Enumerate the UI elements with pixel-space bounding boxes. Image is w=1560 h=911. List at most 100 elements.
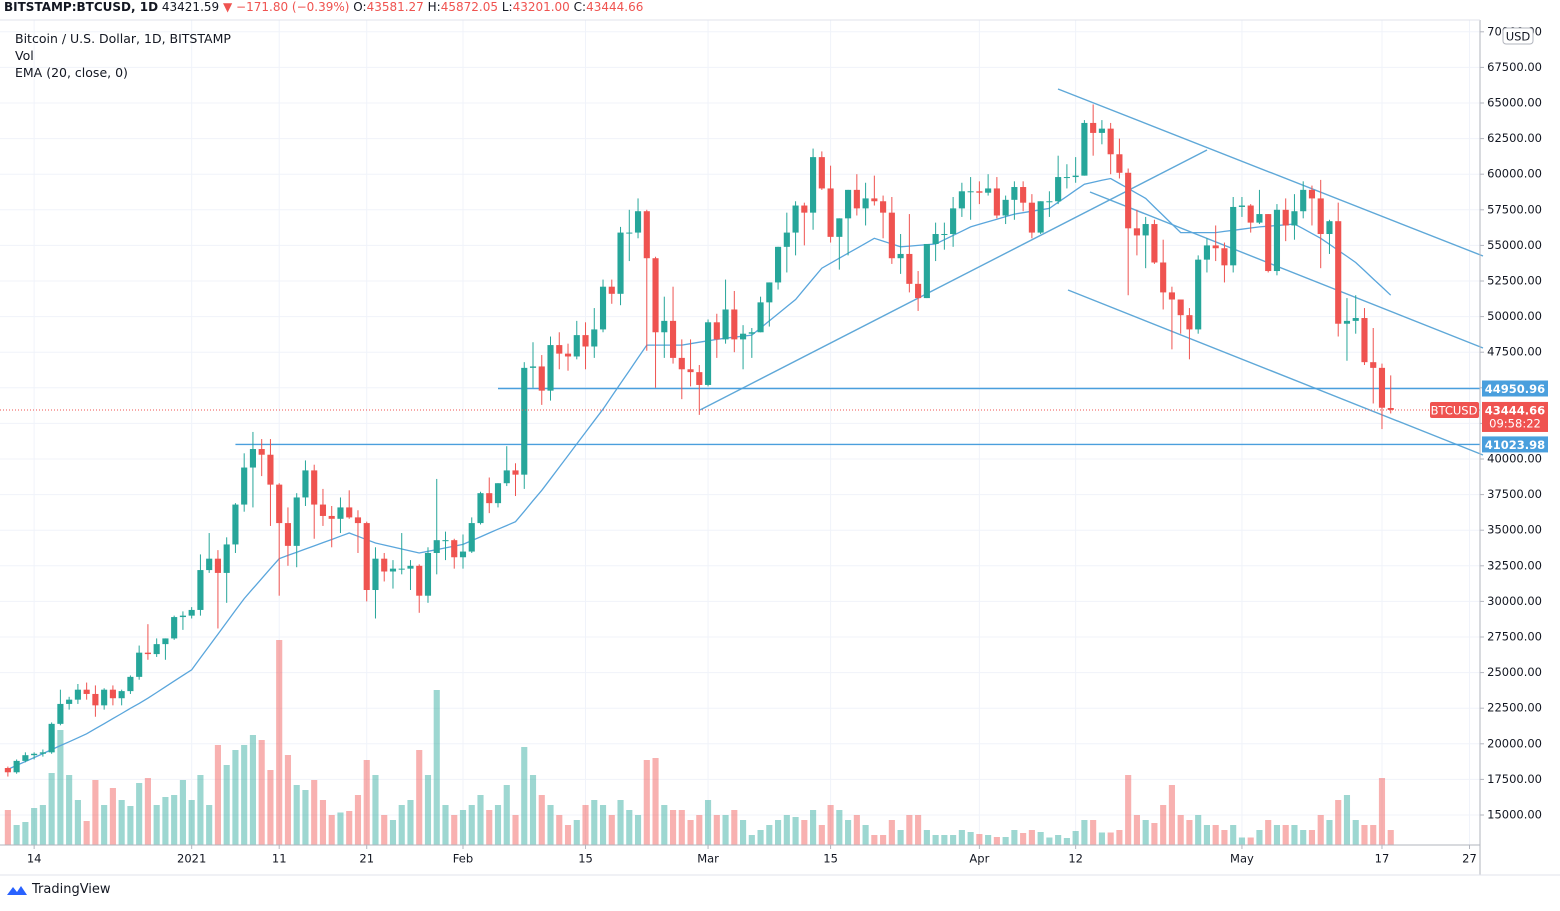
legend-volume[interactable]: Vol: [15, 48, 34, 63]
candle-body: [1081, 122, 1088, 176]
volume-pane: [4, 640, 1394, 845]
symbol-label-bg: [1430, 401, 1479, 418]
volume-bar: [1256, 830, 1263, 845]
candle-body: [214, 558, 221, 573]
volume-bar: [92, 780, 99, 845]
volume-bar: [661, 805, 668, 845]
brand[interactable]: TradingView: [6, 882, 111, 897]
candle-body: [153, 644, 160, 655]
candle-body: [1335, 221, 1342, 324]
candle-body: [1343, 320, 1351, 324]
volume-bar: [687, 820, 694, 845]
candle-body: [950, 208, 957, 235]
y-tick-label: 55000.00: [1487, 238, 1542, 252]
candle-body: [783, 232, 790, 247]
trend-line[interactable]: [1089, 191, 1484, 349]
candle-body: [363, 523, 370, 591]
y-tick-label: 37500.00: [1487, 487, 1542, 501]
candle-body: [661, 320, 668, 333]
candle-body: [1098, 128, 1105, 133]
candle-body: [1063, 177, 1070, 179]
candle-body: [591, 329, 598, 347]
legend-ema[interactable]: EMA (20, close, 0): [15, 65, 128, 80]
candle-body: [845, 189, 852, 219]
volume-bar: [1046, 837, 1053, 845]
candle-body: [424, 552, 432, 596]
candle-body: [888, 212, 895, 259]
candle-body: [267, 454, 274, 485]
x-tick-label: 15: [823, 852, 838, 866]
volume-bar: [845, 820, 852, 845]
volume-bar: [1168, 785, 1175, 845]
candle-body: [337, 507, 344, 519]
x-tick-label: 15: [578, 852, 593, 866]
close-label: C:: [573, 0, 587, 14]
volume-bar: [880, 835, 887, 845]
trend-line[interactable]: [1057, 88, 1484, 257]
grid: [0, 20, 1480, 845]
chart-title[interactable]: Bitcoin / U.S. Dollar, 1D, BITSTAMP: [15, 31, 231, 46]
volume-bar: [13, 825, 20, 845]
countdown: 09:58:22: [1489, 416, 1541, 430]
candle-body: [775, 246, 782, 283]
candle-body: [1300, 189, 1307, 212]
candle-body: [810, 157, 817, 213]
symbol[interactable]: BITSTAMP:BTCUSD, 1D: [4, 0, 159, 14]
volume-bar: [4, 810, 11, 845]
y-tick-label: 20000.00: [1487, 736, 1542, 750]
trend-line[interactable]: [699, 149, 1208, 411]
volume-bar: [57, 730, 64, 845]
candle-body: [923, 243, 930, 299]
x-tick-label: May: [1230, 852, 1254, 866]
candle-body: [792, 205, 799, 233]
candle-body: [4, 768, 11, 773]
candle-body: [1151, 224, 1158, 263]
candle-body: [354, 517, 362, 524]
volume-bar: [704, 800, 712, 845]
volume-bar: [118, 800, 125, 845]
candle-body: [1055, 177, 1062, 202]
volume-bar: [573, 820, 580, 845]
candle-body: [1326, 221, 1333, 235]
volume-bar: [1160, 805, 1167, 845]
y-tick-label: 62500.00: [1487, 131, 1542, 145]
candle-body: [197, 570, 204, 610]
candle-body: [13, 760, 20, 773]
candle-body: [556, 345, 563, 354]
volume-bar: [1098, 832, 1105, 845]
volume-bar: [1352, 820, 1359, 845]
candle-body: [669, 320, 677, 358]
volume-bar: [678, 810, 685, 845]
volume-bar: [556, 815, 563, 845]
trend-line[interactable]: [1067, 289, 1484, 456]
volume-bar: [214, 745, 221, 845]
volume-bar: [1221, 830, 1228, 845]
candle-body: [1203, 245, 1210, 260]
volume-bar: [1378, 778, 1386, 845]
volume-bar: [433, 690, 440, 845]
volume-bar: [617, 800, 624, 845]
volume-bar: [923, 830, 930, 845]
volume-bar: [1343, 795, 1351, 845]
volume-bar: [722, 815, 729, 845]
volume-bar: [188, 800, 195, 845]
volume-bar: [932, 835, 939, 845]
x-tick-label: 11: [272, 852, 287, 866]
volume-bar: [468, 805, 475, 845]
y-tick-label: 27500.00: [1487, 629, 1542, 643]
x-tick-label: Apr: [969, 852, 989, 866]
candle-body: [1230, 206, 1237, 266]
volume-bar: [1195, 815, 1202, 845]
volume-bar: [416, 750, 423, 845]
candle-body: [643, 211, 650, 259]
candle-body: [1265, 214, 1272, 272]
open: 43581.27: [366, 0, 424, 14]
candle-body: [188, 609, 195, 616]
candle-body: [696, 372, 703, 385]
candle-body: [136, 652, 143, 677]
x-tick-label: Mar: [697, 852, 719, 866]
candle-body: [1133, 228, 1140, 236]
close: 43444.66: [586, 0, 644, 14]
candle-body: [1020, 187, 1027, 203]
candle-body: [468, 523, 475, 552]
